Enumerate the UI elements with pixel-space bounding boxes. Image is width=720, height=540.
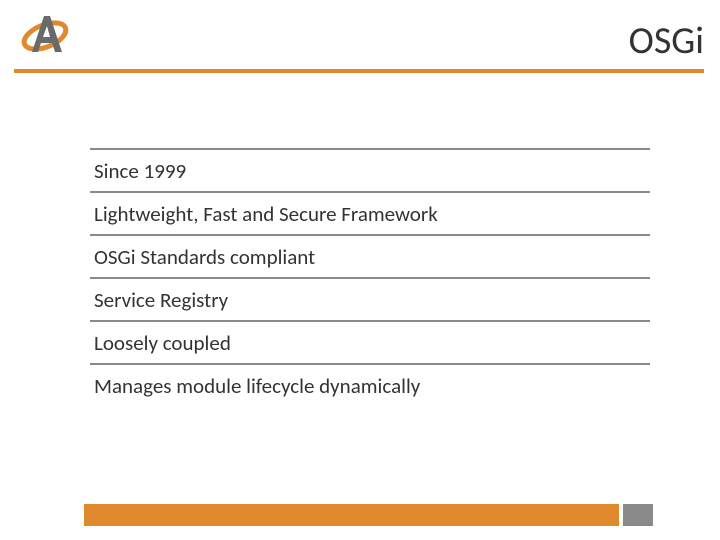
brand-logo xyxy=(14,8,76,60)
bullet-list: Since 1999 Lightweight, Fast and Secure … xyxy=(90,148,650,406)
list-item: Service Registry xyxy=(90,277,650,320)
list-item: Manages module lifecycle dynamically xyxy=(90,363,650,406)
footer-corner xyxy=(623,504,653,526)
page-title: OSGi xyxy=(629,18,704,64)
footer-bar xyxy=(84,504,619,526)
list-item: Loosely coupled xyxy=(90,320,650,363)
list-item: Since 1999 xyxy=(90,148,650,191)
title-underline xyxy=(14,69,704,73)
list-item: OSGi Standards compliant xyxy=(90,234,650,277)
list-item: Lightweight, Fast and Secure Framework xyxy=(90,191,650,234)
